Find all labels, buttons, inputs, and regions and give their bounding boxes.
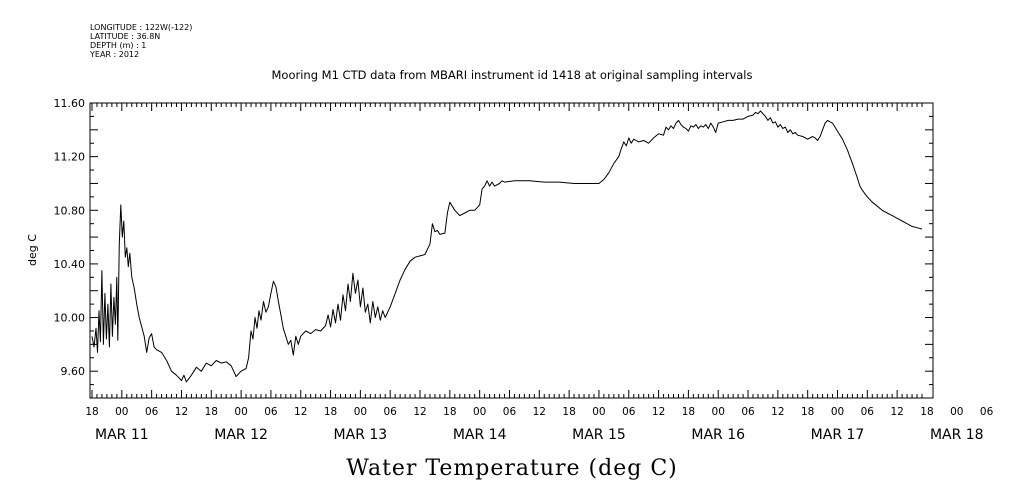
x-day-label: MAR 14 [453,427,507,443]
x-hour-label: 00 [234,406,247,418]
x-hour-label: 00 [831,406,844,418]
x-hour-label: 06 [861,406,875,418]
x-hour-label: 18 [205,406,218,418]
series-line [91,110,923,383]
x-day-label: MAR 11 [95,427,149,443]
x-hour-label: 18 [85,406,98,418]
x-hour-label: 00 [592,406,605,418]
x-hour-label: 12 [413,406,426,418]
year-text: YEAR : 2012 [89,50,139,59]
x-hour-label: 00 [950,406,963,418]
x-hour-label: 06 [384,406,398,418]
x-day-label: MAR 17 [811,427,865,443]
x-hour-label: 12 [771,406,784,418]
y-tick-label: 10.00 [54,312,86,325]
x-hour-label: 00 [354,406,367,418]
y-tick-label: 11.20 [54,151,86,164]
x-hour-label: 18 [443,406,456,418]
y-axis: 11.60 11.20 10.80 10.40 10.00 9.60 [54,97,933,399]
latitude-text: LATITUDE : 36.8N [90,32,160,41]
y-tick-label: 9.60 [61,365,86,378]
longitude-text: LONGITUDE : 122W(-122) [90,23,192,32]
x-day-label: MAR 12 [214,427,268,443]
plot-frame [89,102,934,399]
x-day-label: MAR 18 [930,427,984,443]
y-axis-label: deg C [26,234,39,266]
metadata-block: LONGITUDE : 122W(-122) LATITUDE : 36.8N … [89,23,192,59]
x-hour-label: 00 [115,406,128,418]
x-hour-label: 06 [145,406,159,418]
y-tick-label: 10.40 [54,258,86,271]
y-tick-label: 10.80 [54,204,86,217]
chart-title: Mooring M1 CTD data from MBARI instrumen… [272,68,753,82]
x-hour-label: 12 [175,406,188,418]
x-hour-label: 12 [533,406,546,418]
x-day-label: MAR 13 [334,427,388,443]
x-hour-label: 18 [682,406,695,418]
x-hour-label: 06 [503,406,517,418]
x-hour-label: 12 [890,406,903,418]
x-axis-label: Water Temperature (deg C) [346,456,678,481]
depth-text: DEPTH (m) : 1 [90,41,146,50]
x-hour-label: 06 [980,406,994,418]
series-group [91,110,923,383]
x-hour-label: 18 [920,406,933,418]
y-tick-label: 11.60 [54,97,86,110]
x-hour-label: 00 [712,406,725,418]
x-hour-label: 00 [473,406,486,418]
x-hour-label: 06 [264,406,278,418]
x-hour-label: 18 [801,406,814,418]
x-hour-label: 06 [741,406,755,418]
x-hour-label: 12 [294,406,307,418]
x-hour-label: 18 [562,406,575,418]
x-day-label: MAR 16 [691,427,745,443]
x-day-label: MAR 15 [572,427,626,443]
x-hour-label: 12 [652,406,665,418]
x-axis: 18 00 06 12 18 00 06 12 18 00 06 12 18 00 06 12 18 00 06 12… [85,103,994,443]
x-hour-label: 18 [324,406,337,418]
x-hour-label: 06 [622,406,636,418]
